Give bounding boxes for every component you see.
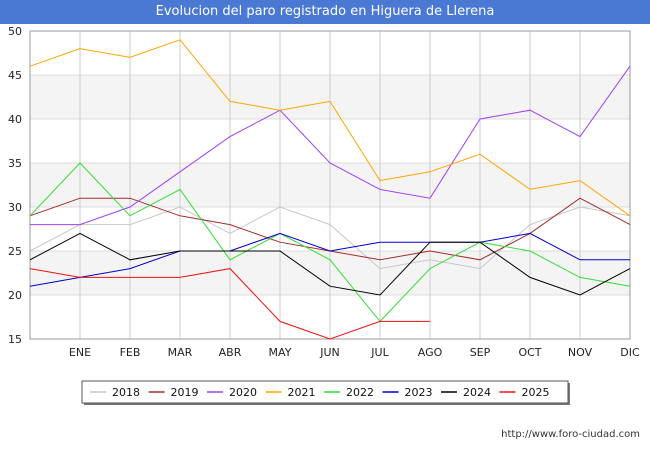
x-tick-jul: JUL (370, 346, 389, 359)
legend-label-2023: 2023 (405, 386, 433, 399)
y-tick-40: 40 (8, 113, 22, 126)
chart-title: Evolucion del paro registrado en Higuera… (0, 0, 650, 24)
x-tick-ene: ENE (69, 346, 91, 359)
series-line-2025 (29, 268, 430, 340)
legend-label-2021: 2021 (288, 386, 316, 399)
x-tick-ago: AGO (418, 346, 443, 359)
series-lines (29, 39, 631, 340)
y-tick-45: 45 (8, 69, 22, 82)
series-line-2023 (29, 232, 630, 287)
x-tick-may: MAY (269, 346, 292, 359)
y-tick-20: 20 (8, 289, 22, 302)
x-tick-oct: OCT (518, 346, 541, 359)
x-tick-mar: MAR (168, 346, 193, 359)
series-line-2021 (29, 39, 631, 217)
x-tick-sep: SEP (470, 346, 491, 359)
legend-label-2025: 2025 (522, 386, 550, 399)
y-tick-30: 30 (8, 201, 22, 214)
y-tick-labels: 15 20 25 30 35 40 45 50 (8, 25, 22, 346)
legend-label-2024: 2024 (463, 386, 491, 399)
legend-label-2018: 2018 (112, 386, 140, 399)
x-tick-jun: JUN (319, 346, 340, 359)
series-line-2022 (29, 162, 631, 323)
y-tick-25: 25 (8, 245, 22, 258)
series-line-2020 (30, 65, 631, 226)
y-tick-35: 35 (8, 157, 22, 170)
y-tick-50: 50 (8, 25, 22, 38)
legend-label-2022: 2022 (346, 386, 374, 399)
series-line-2018 (29, 206, 631, 270)
x-tick-dic: DIC (620, 346, 640, 359)
y-tick-15: 15 (8, 333, 22, 346)
x-tick-feb: FEB (120, 346, 141, 359)
legend: 2018 2019 2020 2021 2022 2023 2024 2025 (81, 380, 570, 405)
legend-label-2020: 2020 (229, 386, 257, 399)
series-line-2024 (29, 232, 631, 296)
x-tick-labels: ENE FEB MAR ABR MAY JUN JUL AGO SEP OCT NOV DIC (69, 346, 640, 359)
legend-label-2019: 2019 (171, 386, 199, 399)
x-tick-abr: ABR (219, 346, 242, 359)
x-tick-nov: NOV (568, 346, 593, 359)
source-credit: http://www.foro-ciudad.com (501, 429, 640, 440)
